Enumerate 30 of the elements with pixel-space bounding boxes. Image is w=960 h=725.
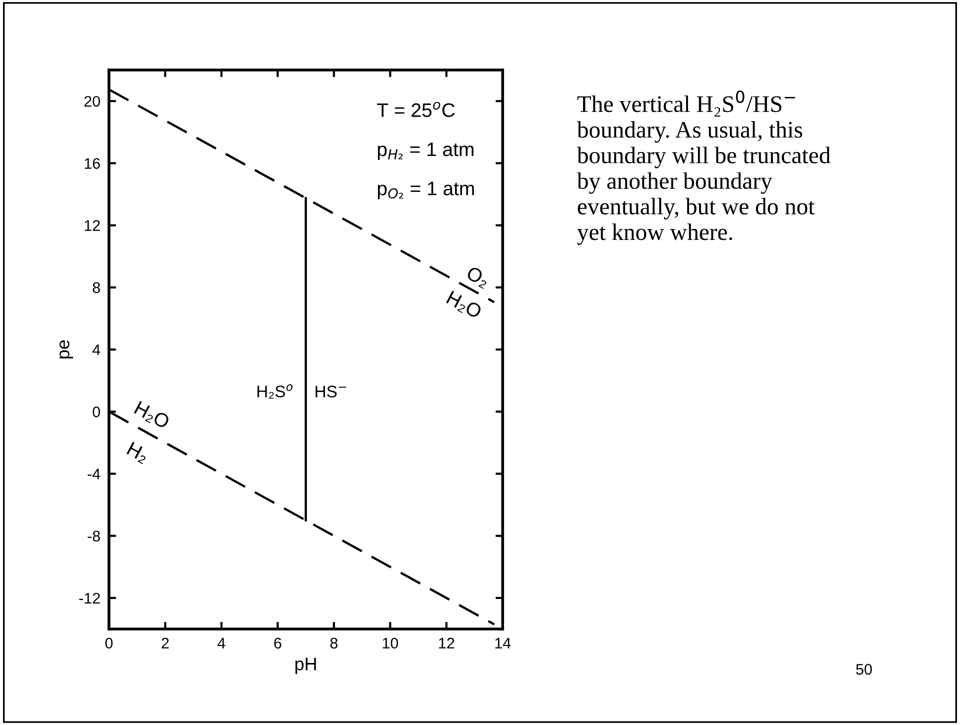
x-tick-label: 12 bbox=[439, 638, 454, 648]
y-tick-label: -8 bbox=[88, 530, 100, 542]
x-tick-label: 14 bbox=[495, 638, 511, 648]
y-tick-label: 16 bbox=[84, 158, 100, 169]
text: The vertical H₂S$^{0}$/HS$^{−}$ boundary. As usual, this boundary will be truncated by another boundary eventually, but we do not yet know where. bbox=[576, 90, 830, 245]
x-tick-label: 0 bbox=[105, 638, 113, 649]
y-tick-label: -12 bbox=[79, 592, 100, 604]
y-tick-label: -4 bbox=[88, 468, 100, 480]
y-tick-label: 8 bbox=[92, 282, 100, 294]
annotation: p$_{O₂}$ = 1 atm bbox=[378, 182, 474, 200]
annotation: H₂S$^{o}$ bbox=[257, 384, 293, 399]
x-tick-label: 8 bbox=[330, 638, 338, 649]
annotation: O₂ bbox=[465, 266, 491, 289]
annotation: H₂ bbox=[126, 442, 150, 464]
y-tick-label: 4 bbox=[92, 344, 100, 356]
y-tick-label: 20 bbox=[84, 96, 100, 107]
annotation: H₂O bbox=[445, 290, 483, 320]
annotation: p$_{H₂}$ = 1 atm bbox=[378, 142, 474, 160]
annotation: HS$^{−}$ bbox=[316, 386, 346, 398]
x-axis-title: pH bbox=[295, 658, 316, 674]
x-tick-label: 2 bbox=[162, 638, 169, 648]
x-tick-label: 6 bbox=[274, 638, 282, 649]
y-tick-label: 12 bbox=[84, 220, 100, 231]
annotation: T = 25$^{o}$C bbox=[377, 102, 455, 118]
y-tick-label: 0 bbox=[92, 406, 100, 418]
x-tick-label: 10 bbox=[382, 638, 398, 649]
text: 50 bbox=[856, 664, 872, 675]
annotation: H₂O bbox=[133, 400, 171, 430]
y-axis-title: pe bbox=[60, 340, 73, 358]
x-tick-label: 4 bbox=[218, 638, 226, 648]
